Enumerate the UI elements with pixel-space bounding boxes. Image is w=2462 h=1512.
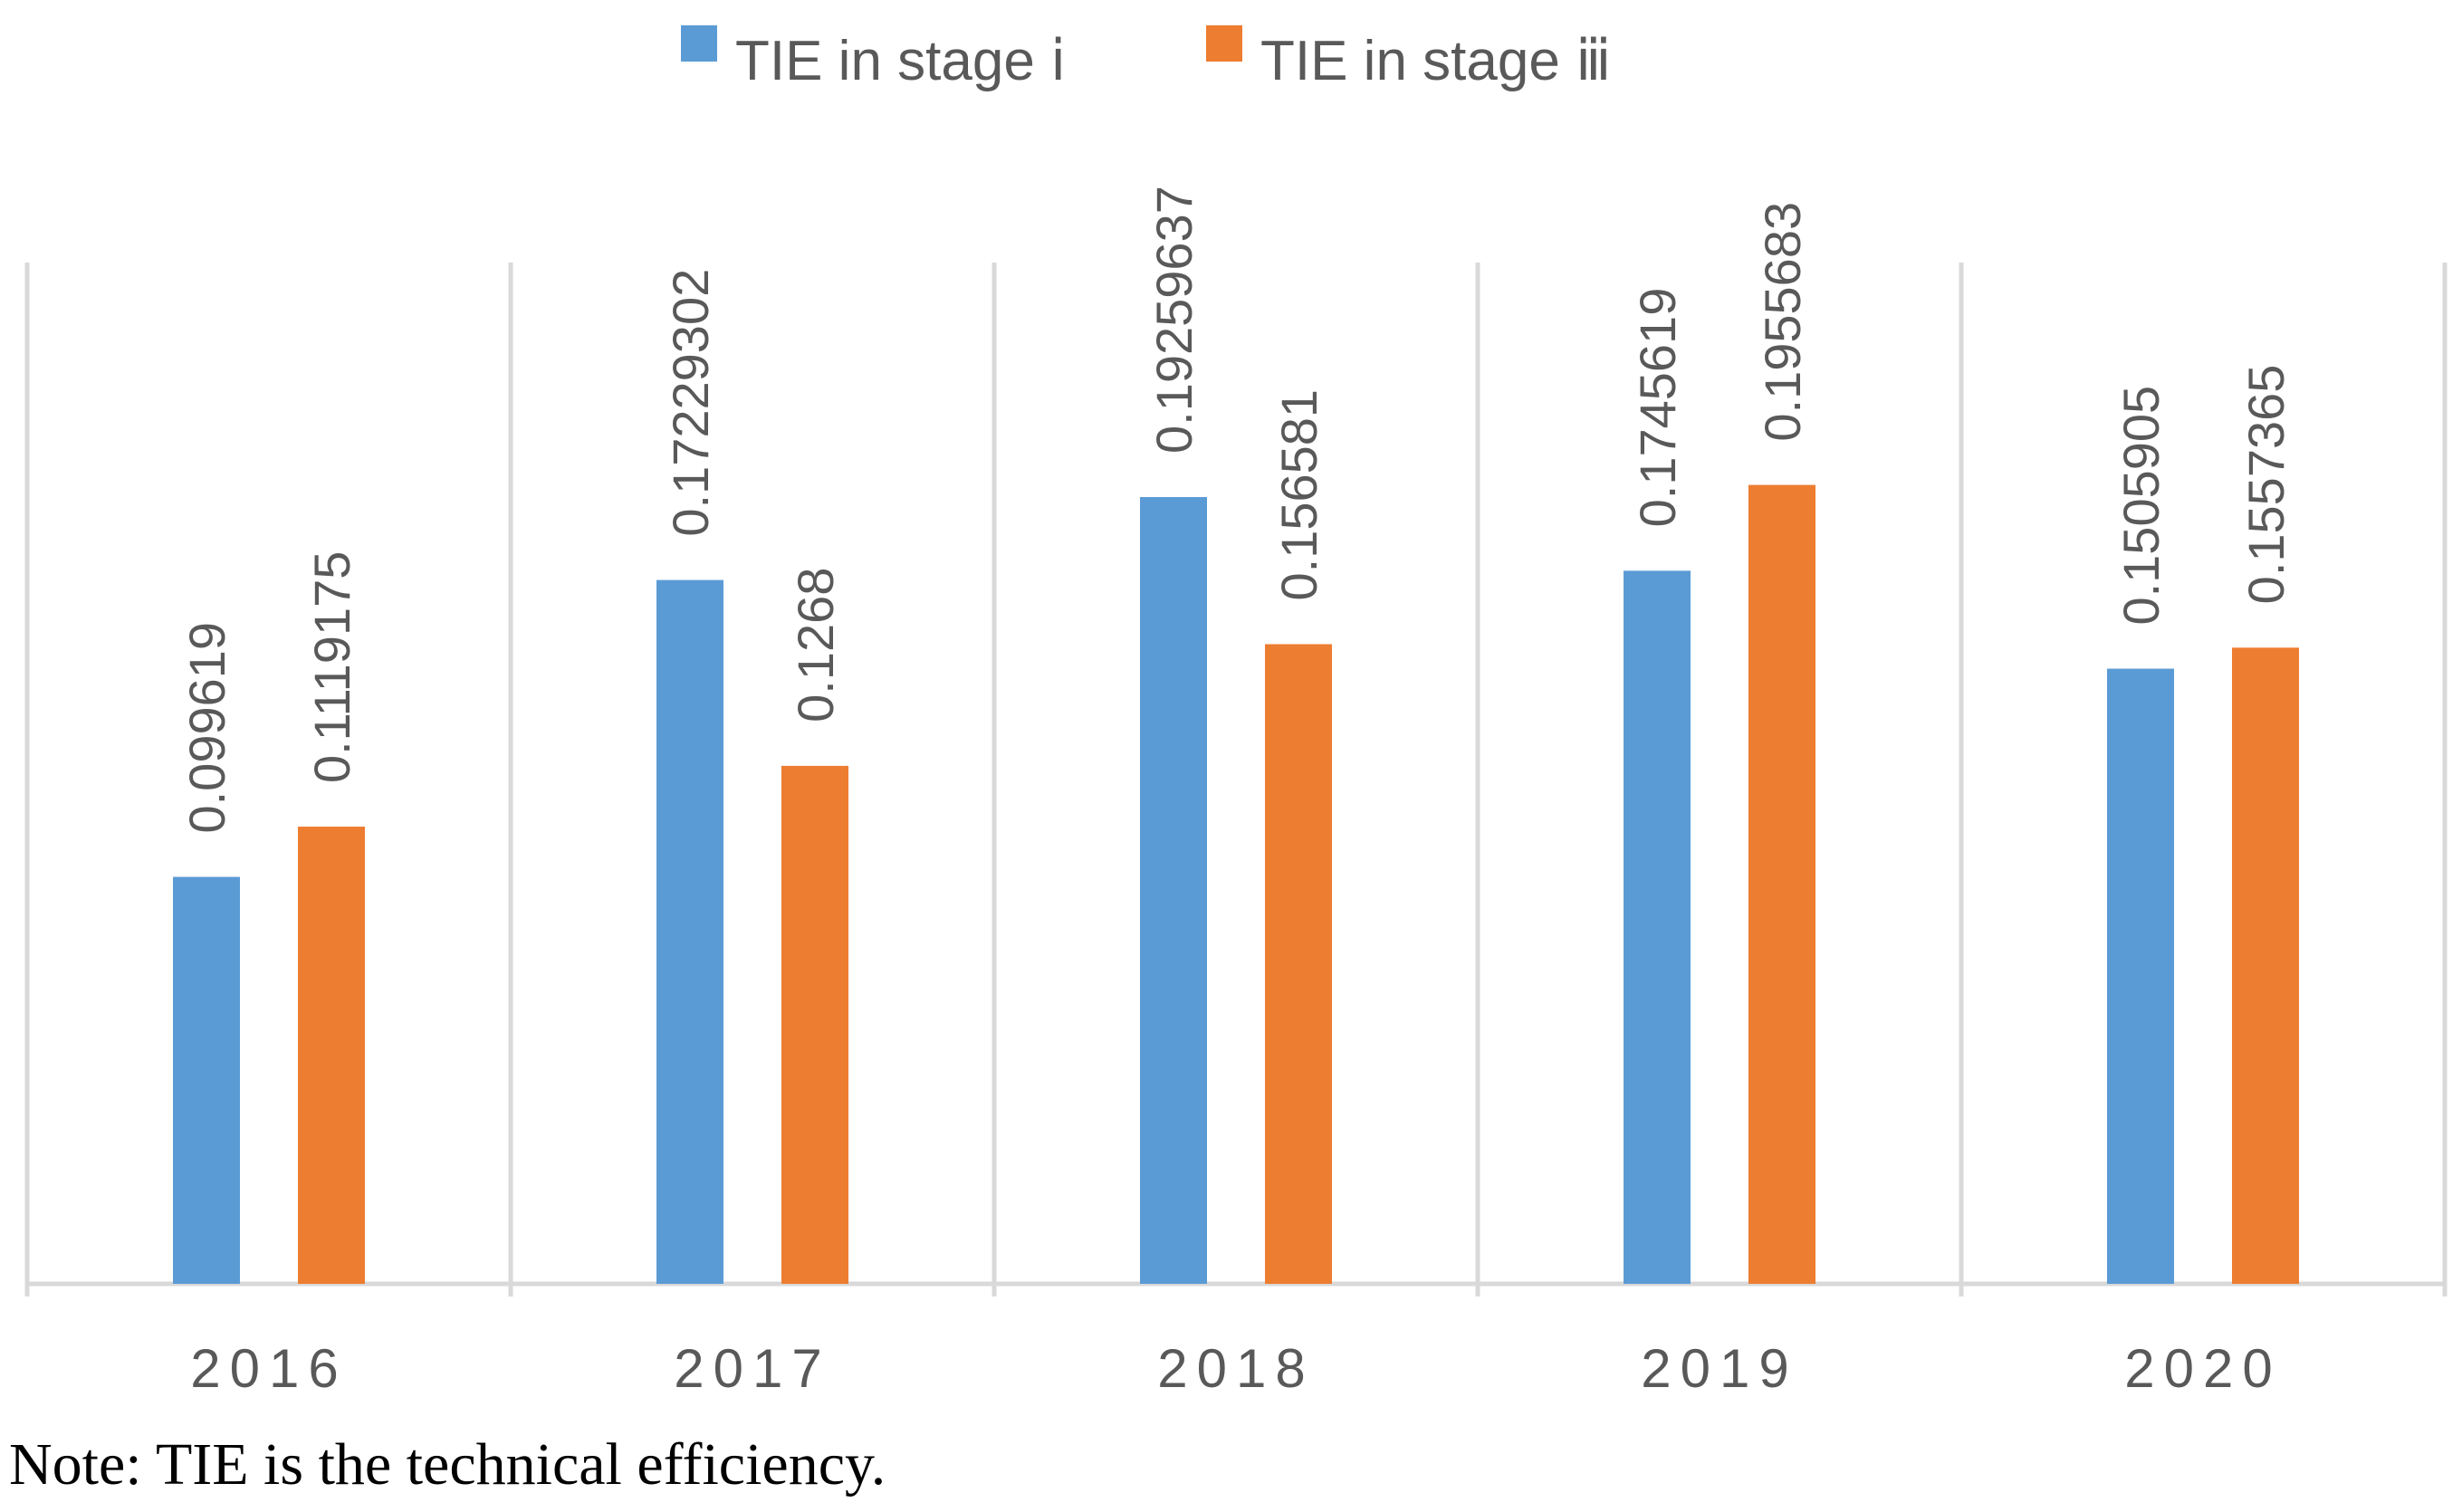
legend-swatch	[1206, 25, 1242, 62]
bar-stage-iii-2018	[1265, 644, 1332, 1284]
data-label: 0.19259637	[1145, 186, 1202, 454]
legend-swatch	[681, 25, 717, 62]
footnote: Note: TIE is the technical efficiency.	[9, 1431, 886, 1498]
bar-stage-iii-2016	[298, 827, 365, 1284]
x-tick-label: 2017	[674, 1338, 830, 1399]
data-labels: 0.099619 0.1119175 0.17229302 0.1268 0.19259…	[178, 186, 2294, 833]
data-label: 0.1557365	[2237, 365, 2294, 605]
data-label: 0.17229302	[662, 269, 719, 537]
bar-stage-i-2020	[2107, 668, 2174, 1284]
bar-stage-i-2019	[1624, 570, 1691, 1284]
bar-stage-iii-2017	[781, 765, 848, 1284]
data-label: 0.1745619	[1629, 288, 1686, 528]
x-tick-label: 2018	[1157, 1338, 1314, 1399]
x-tick-label: 2016	[190, 1338, 347, 1399]
data-label: 0.156581	[1270, 389, 1327, 601]
legend-label: TIE in stage ⅲ	[1260, 30, 1612, 92]
bar-stage-i-2017	[656, 579, 723, 1284]
legend-label: TIE in stage ⅰ	[735, 30, 1066, 92]
bar-stage-iii-2020	[2232, 647, 2299, 1284]
data-label: 0.1505905	[2112, 386, 2170, 626]
x-tick-label: 2020	[2124, 1338, 2281, 1399]
data-label: 0.099619	[178, 622, 235, 834]
data-label: 0.1268	[787, 568, 844, 723]
data-label: 0.1955683	[1754, 202, 1811, 442]
bars	[173, 484, 2299, 1284]
data-label: 0.1119175	[303, 551, 360, 783]
bar-stage-iii-2019	[1748, 484, 1815, 1284]
legend: TIE in stage ⅰ TIE in stage ⅲ	[681, 25, 1612, 92]
x-tick-labels: 2016 2017 2018 2019 2020	[190, 1338, 2281, 1399]
gridlines	[24, 263, 2448, 1297]
bar-stage-i-2018	[1140, 497, 1207, 1284]
x-tick-label: 2019	[1641, 1338, 1797, 1399]
bar-stage-i-2016	[173, 876, 240, 1284]
